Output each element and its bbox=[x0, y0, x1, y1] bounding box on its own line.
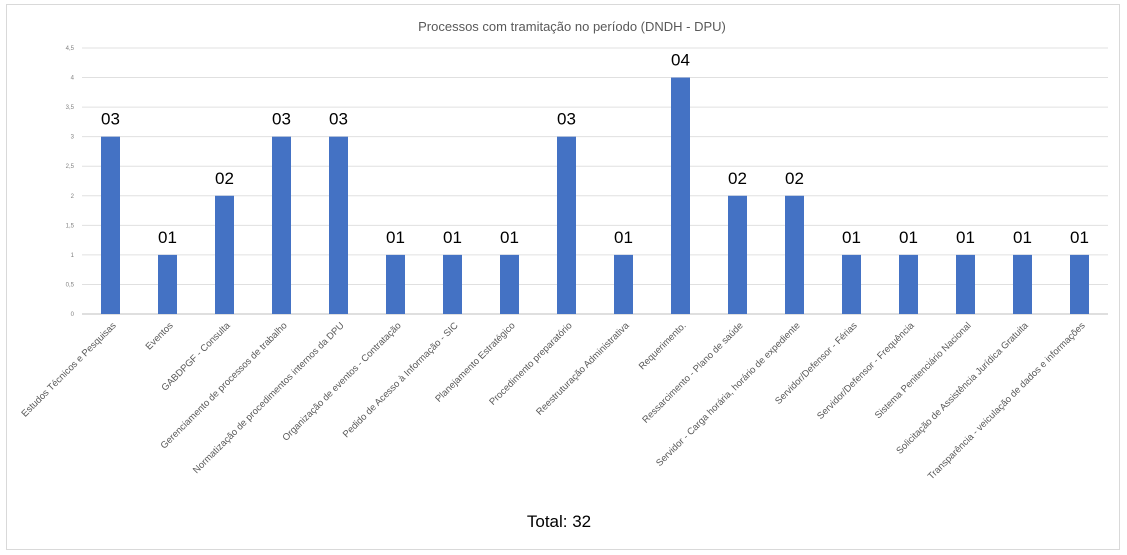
bar bbox=[557, 136, 576, 314]
y-tick-label: 2,5 bbox=[66, 164, 75, 170]
y-tick-label: 3 bbox=[71, 135, 75, 141]
bar bbox=[500, 254, 519, 314]
data-label: 01 bbox=[500, 228, 519, 247]
data-label: 02 bbox=[785, 169, 804, 188]
bar bbox=[842, 254, 861, 314]
data-label: 02 bbox=[215, 169, 234, 188]
data-label: 02 bbox=[728, 169, 747, 188]
y-tick-label: 0,5 bbox=[66, 282, 75, 288]
total-label: Total: 32 bbox=[527, 512, 591, 531]
x-tick-label: Organização de eventos - Contratação bbox=[280, 320, 403, 443]
y-tick-label: 0 bbox=[71, 312, 75, 318]
x-tick-label: Gerenciamento de processos de trabalho bbox=[159, 320, 290, 451]
bar bbox=[614, 254, 633, 314]
data-label: 01 bbox=[842, 228, 861, 247]
y-axis-ticks: 0 0,5 1 1,5 2 2,5 3 3,5 4 4,5 bbox=[66, 46, 75, 318]
x-tick-label: Servidor/Defensor - Frequência bbox=[815, 320, 917, 422]
x-tick-label: Estudos Técnicos e Pesquisas bbox=[19, 320, 118, 419]
bar bbox=[386, 254, 405, 314]
y-tick-label: 4,5 bbox=[66, 46, 75, 52]
data-label: 01 bbox=[899, 228, 918, 247]
data-label: 04 bbox=[671, 51, 690, 70]
x-tick-label: Sistema Penitenciário Nacional bbox=[873, 320, 974, 421]
bar bbox=[215, 195, 234, 314]
bar bbox=[101, 136, 120, 314]
y-tick-label: 3,5 bbox=[66, 105, 75, 111]
data-label: 03 bbox=[329, 110, 348, 129]
x-tick-label: Pedido de Acesso à Informação - SIC bbox=[341, 320, 461, 440]
data-label: 01 bbox=[1013, 228, 1032, 247]
data-label: 03 bbox=[272, 110, 291, 129]
y-tick-label: 1,5 bbox=[66, 223, 75, 229]
data-label: 01 bbox=[614, 228, 633, 247]
bar bbox=[329, 136, 348, 314]
bar bbox=[443, 254, 462, 314]
data-label: 01 bbox=[1070, 228, 1089, 247]
bar bbox=[956, 254, 975, 314]
y-tick-label: 4 bbox=[71, 76, 75, 82]
data-labels: 03 01 02 03 03 01 01 01 03 01 04 02 02 01 01 01 01 01 bbox=[101, 51, 1089, 247]
bars bbox=[101, 77, 1089, 314]
x-tick-label: Requerimento. bbox=[637, 320, 689, 372]
x-axis-ticks: Estudos Técnicos e Pesquisas EventosGABDP… bbox=[19, 320, 1087, 482]
data-label: 03 bbox=[557, 110, 576, 129]
gridlines bbox=[82, 47, 1108, 315]
data-label: 01 bbox=[956, 228, 975, 247]
bar bbox=[728, 195, 747, 314]
bar bbox=[785, 195, 804, 314]
data-label: 01 bbox=[386, 228, 405, 247]
bar bbox=[1070, 254, 1089, 314]
y-tick-label: 1 bbox=[71, 253, 75, 259]
bar bbox=[899, 254, 918, 314]
x-tick-label: Eventos bbox=[144, 320, 176, 352]
data-label: 01 bbox=[158, 228, 177, 247]
y-tick-label: 2 bbox=[71, 194, 75, 200]
x-tick-label: Ressarcimento - Plano de saúde bbox=[640, 320, 745, 425]
bar bbox=[1013, 254, 1032, 314]
bar bbox=[158, 254, 177, 314]
data-label: 03 bbox=[101, 110, 120, 129]
bar bbox=[671, 77, 690, 314]
chart-title: Processos com tramitação no período (DND… bbox=[418, 19, 726, 34]
bar bbox=[272, 136, 291, 314]
x-tick-label: Reestruturação Administrativa bbox=[534, 320, 632, 418]
data-label: 01 bbox=[443, 228, 462, 247]
